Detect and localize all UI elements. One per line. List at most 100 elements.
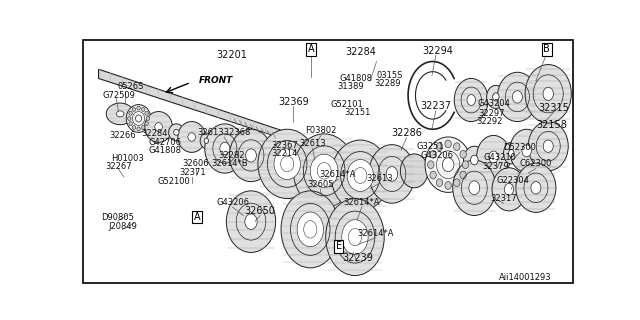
Ellipse shape [141,125,145,129]
Ellipse shape [489,151,498,163]
Text: 32367: 32367 [271,141,298,150]
Ellipse shape [245,214,257,229]
Ellipse shape [280,156,294,172]
Text: G43204: G43204 [477,99,510,108]
Text: 32613: 32613 [300,140,326,148]
Ellipse shape [497,72,538,122]
Text: G43210: G43210 [483,153,516,162]
Text: H01003: H01003 [111,154,144,163]
Ellipse shape [504,142,519,164]
Ellipse shape [525,65,572,123]
Ellipse shape [386,167,397,181]
Ellipse shape [274,148,300,180]
Ellipse shape [436,179,443,187]
Text: 32237: 32237 [420,101,451,111]
Ellipse shape [348,228,362,246]
Text: G52100: G52100 [157,177,190,186]
Ellipse shape [205,124,245,173]
Ellipse shape [141,108,145,111]
Polygon shape [99,69,301,145]
Text: 32289: 32289 [374,78,401,88]
Ellipse shape [132,125,136,129]
Text: D52300: D52300 [503,143,536,152]
Text: 32371: 32371 [179,168,206,177]
Ellipse shape [178,122,205,152]
Text: 31389: 31389 [337,82,364,91]
Ellipse shape [136,115,141,122]
Ellipse shape [477,135,511,179]
Ellipse shape [168,124,184,141]
Ellipse shape [430,150,436,158]
Ellipse shape [145,122,148,126]
Ellipse shape [347,160,374,191]
Ellipse shape [454,143,460,150]
Text: C62300: C62300 [520,159,552,168]
Ellipse shape [297,212,323,247]
Ellipse shape [137,127,140,131]
Ellipse shape [129,111,132,115]
Ellipse shape [470,155,478,165]
Text: 32266: 32266 [109,131,136,140]
Text: G52101: G52101 [331,100,364,109]
Text: 32613: 32613 [366,174,393,183]
Text: 32650: 32650 [245,206,276,216]
Text: E: E [336,241,342,251]
Text: G43206: G43206 [420,151,453,160]
Text: B: B [543,44,550,54]
Text: 32284: 32284 [346,47,376,57]
Text: 32317: 32317 [490,194,517,203]
Ellipse shape [155,123,163,131]
Ellipse shape [436,143,443,150]
Text: 32614*A: 32614*A [358,229,394,238]
Ellipse shape [463,146,485,174]
Ellipse shape [354,167,367,183]
Text: G43206: G43206 [216,198,249,207]
Text: A: A [308,44,314,54]
Text: 0315S: 0315S [376,71,403,80]
Text: 32315: 32315 [538,103,569,113]
Ellipse shape [227,191,276,252]
Ellipse shape [492,168,526,211]
Ellipse shape [543,140,553,152]
Text: D90805: D90805 [101,213,134,222]
Ellipse shape [454,78,488,122]
Ellipse shape [317,163,331,179]
Ellipse shape [137,106,140,110]
Ellipse shape [129,122,132,126]
Ellipse shape [188,133,196,141]
Text: 32201: 32201 [216,50,247,60]
Ellipse shape [516,163,556,212]
Ellipse shape [504,183,514,195]
Ellipse shape [528,122,568,171]
Ellipse shape [310,154,338,188]
Ellipse shape [145,112,172,142]
Ellipse shape [331,140,390,211]
Ellipse shape [304,221,317,238]
Ellipse shape [220,142,230,155]
Ellipse shape [454,179,460,187]
Text: 32297: 32297 [479,108,505,117]
Text: 32282: 32282 [218,151,245,160]
Ellipse shape [509,149,514,157]
Ellipse shape [293,134,355,208]
Ellipse shape [430,171,436,179]
Text: 32294: 32294 [422,46,452,57]
Text: 32292: 32292 [477,117,503,126]
Text: 32267: 32267 [105,162,132,171]
Ellipse shape [106,103,134,124]
Text: 32151: 32151 [344,108,371,117]
Text: G41808: G41808 [148,146,181,155]
Text: 32614*B: 32614*B [211,159,248,168]
Text: FRONT: FRONT [198,76,233,85]
Ellipse shape [281,191,340,268]
Text: 32369: 32369 [278,97,308,107]
Text: 32614*A: 32614*A [344,198,380,207]
Text: 32158: 32158 [536,120,567,130]
Text: 32605: 32605 [307,180,333,189]
Text: 32286: 32286 [391,128,422,138]
Text: 32214: 32214 [272,148,298,158]
Ellipse shape [452,160,496,215]
Ellipse shape [543,87,554,100]
Ellipse shape [467,95,476,105]
Text: 32379: 32379 [483,162,509,171]
